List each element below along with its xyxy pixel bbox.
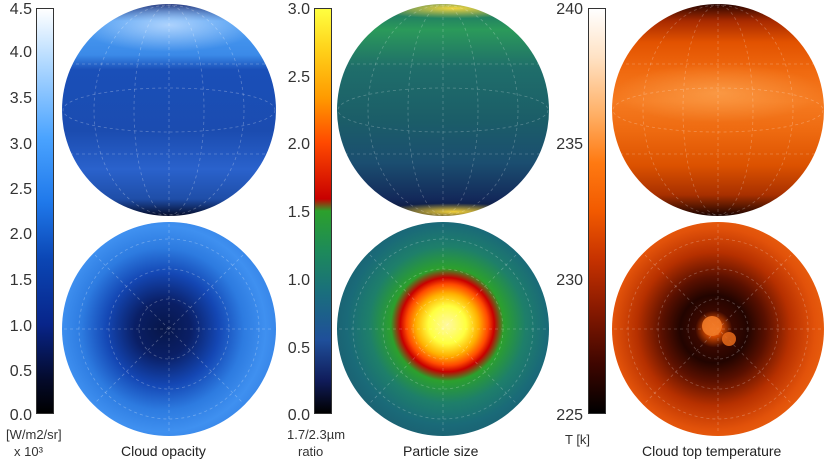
cloud-opacity-panel: 4.5 4.0 3.5 3.0 2.5 2.0 1.5 1.0 0.5 0.0 … [0, 0, 280, 465]
opacity-colorbar [36, 8, 54, 414]
particle-top-globe [337, 4, 549, 216]
particle-tick: 0.0 [287, 407, 310, 424]
opacity-top-grid [62, 4, 276, 216]
opacity-top-globe [62, 4, 276, 216]
opacity-bottom-globe [62, 222, 276, 436]
opacity-tick: 4.0 [9, 44, 32, 61]
particle-colorbar [314, 8, 332, 414]
particle-top-grid [337, 4, 549, 216]
temperature-tick: 230 [556, 272, 583, 289]
temperature-tick: 235 [556, 136, 583, 153]
particle-unit-ratio: ratio [298, 444, 324, 459]
opacity-tick: 1.5 [9, 272, 32, 289]
opacity-caption: Cloud opacity [121, 443, 206, 459]
temperature-tick: 225 [556, 407, 583, 424]
particle-bottom-globe [337, 222, 549, 436]
temperature-colorbar [588, 8, 606, 414]
opacity-unit-label: [W/m2/sr] [6, 427, 62, 442]
temperature-top-globe [612, 4, 824, 216]
particle-bottom-grid [339, 224, 547, 434]
particle-caption: Particle size [403, 443, 479, 459]
particle-tick: 0.5 [287, 340, 310, 357]
temperature-bottom-grid [614, 224, 822, 434]
particle-size-panel: 3.0 2.5 2.0 1.5 1.0 0.5 0.0 1.7/2.3µm ra… [280, 0, 555, 465]
opacity-tick: 2.0 [9, 226, 32, 243]
temperature-tick: 240 [556, 1, 583, 18]
temperature-unit-label: T [k] [565, 432, 591, 447]
opacity-tick: 3.0 [9, 136, 32, 153]
particle-tick: 2.0 [287, 136, 310, 153]
opacity-tick: 0.0 [9, 407, 32, 424]
opacity-tick: 3.5 [9, 90, 32, 107]
opacity-tick: 2.5 [9, 181, 32, 198]
particle-tick: 1.0 [287, 272, 310, 289]
temperature-top-grid [612, 4, 824, 216]
particle-unit-label: 1.7/2.3µm [287, 427, 346, 442]
temperature-bottom-globe [612, 222, 824, 436]
temperature-caption: Cloud top temperature [642, 443, 782, 459]
opacity-unit-scale: x 10³ [14, 444, 43, 459]
opacity-tick: 4.5 [9, 1, 32, 18]
particle-tick: 1.5 [287, 204, 310, 221]
opacity-tick: 0.5 [9, 363, 32, 380]
particle-tick: 2.5 [287, 69, 310, 86]
temperature-panel: 240 235 230 225 T [k] [555, 0, 827, 465]
particle-tick: 3.0 [287, 1, 310, 18]
opacity-bottom-grid [64, 224, 274, 434]
opacity-tick: 1.0 [9, 318, 32, 335]
